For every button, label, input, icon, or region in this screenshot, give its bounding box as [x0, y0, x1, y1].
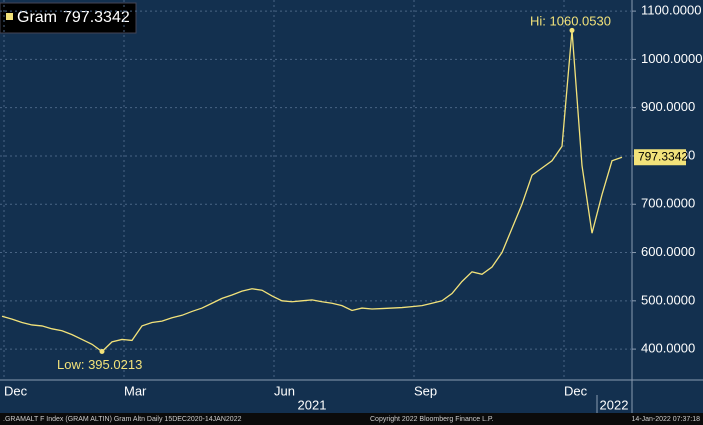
x-tick-label: Dec: [564, 383, 588, 398]
background: [0, 0, 703, 413]
series-line: [1, 30, 623, 353]
timestamp-text: 14-Jan-2022 07:37:18: [632, 416, 701, 423]
legend-value: 797.3342: [63, 9, 130, 26]
x-group-label: 2021: [298, 397, 327, 412]
copyright-text: Copyright 2022 Bloomberg Finance L.P.: [370, 416, 494, 423]
annotation: Hi: 1060.0530: [530, 13, 611, 28]
x-group-label: 2022: [600, 397, 629, 412]
y-tick-label: 900.0000: [641, 99, 695, 114]
y-tick-label: 600.0000: [641, 244, 695, 259]
y-tick-label: 400.0000: [641, 341, 695, 356]
legend-name: Gram: [17, 9, 57, 26]
y-tick-label: 1100.0000: [641, 3, 702, 18]
x-tick-label: Dec: [4, 383, 28, 398]
footer-bar: [0, 413, 703, 425]
x-tick-label: Sep: [414, 383, 437, 398]
y-tick-label: 500.0000: [641, 292, 695, 307]
y-tick-label: 700.0000: [641, 196, 695, 211]
last-value-label: 797.3342: [638, 149, 688, 163]
annotation-dot: [569, 27, 575, 33]
last-value-box: [634, 149, 686, 166]
legend-swatch: [6, 13, 13, 20]
annotation: Low: 395.0213: [57, 357, 142, 372]
source-text: .GRAMALT F Index (GRAM ALTIN) Gram Altn …: [3, 416, 242, 423]
x-tick-label: Jun: [274, 383, 295, 398]
legend-box: [0, 2, 137, 34]
x-tick-label: Mar: [124, 383, 147, 398]
annotation-dot: [99, 349, 105, 355]
y-tick-label: 1000.0000: [641, 51, 702, 66]
